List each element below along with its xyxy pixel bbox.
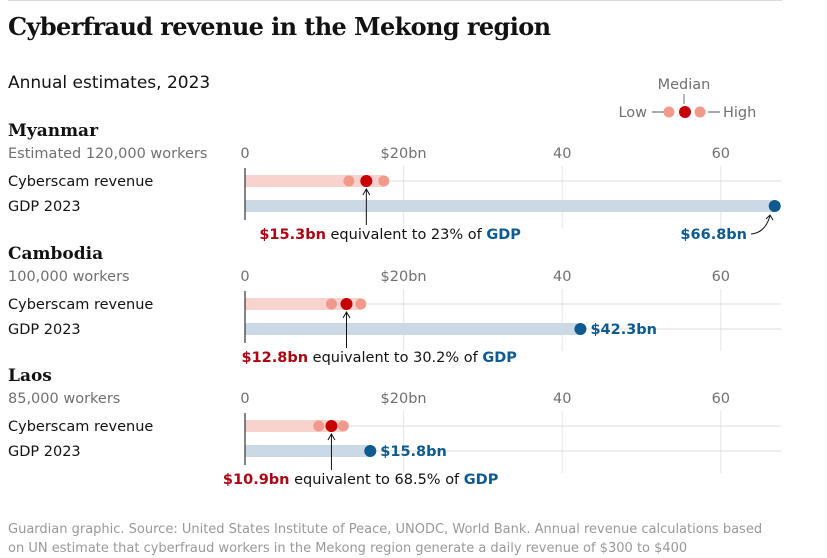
revenue-high-dot	[337, 420, 349, 432]
legend-high-dot	[694, 106, 706, 118]
country-panel-myanmar: Myanmar Estimated 120,000 workers Cybersca…	[8, 121, 781, 243]
tick-label: 60	[712, 146, 730, 162]
revenue-arrow-head	[327, 433, 336, 441]
tick-label: 60	[712, 269, 730, 285]
legend-median-label: Median	[658, 77, 711, 93]
gdp-word: GDP	[482, 350, 517, 366]
revenue-median-dot	[340, 298, 353, 310]
revenue-annotation: $15.3bn equivalent to 23% of GDP	[259, 227, 521, 243]
country-panel-cambodia: Cambodia 100,000 workers Cyberscam revenue…	[8, 244, 781, 366]
revenue-row-label: Cyberscam revenue	[8, 297, 153, 313]
gdp-dot	[574, 323, 587, 335]
legend-low-label: Low	[618, 105, 647, 121]
gdp-row-label: GDP 2023	[8, 322, 81, 338]
country-workers: 85,000 workers	[8, 391, 120, 407]
revenue-arrow-head	[362, 188, 371, 196]
revenue-low-dot	[343, 175, 355, 187]
tick-label: $20bn	[381, 391, 427, 407]
revenue-high-dot	[378, 175, 390, 187]
chart-subtitle: Annual estimates, 2023	[8, 73, 210, 93]
revenue-annotation: $12.8bn equivalent to 30.2% of GDP	[242, 350, 518, 366]
revenue-row-label: Cyberscam revenue	[8, 174, 153, 190]
tick-label: 0	[240, 269, 249, 285]
revenue-value-label: $12.8bn	[242, 350, 309, 366]
source-line-1: Guardian graphic. Source: United States …	[8, 522, 762, 537]
revenue-median-dot	[360, 175, 373, 187]
tick-label: $20bn	[381, 269, 427, 285]
country-name: Myanmar	[8, 121, 99, 141]
gdp-value-label: $66.8bn	[680, 227, 747, 243]
gdp-dot	[364, 445, 377, 457]
legend-median-dot	[679, 106, 691, 118]
gdp-dot	[768, 200, 781, 212]
gdp-bar	[245, 323, 581, 335]
country-workers: Estimated 120,000 workers	[8, 146, 207, 162]
gdp-row-label: GDP 2023	[8, 199, 81, 215]
legend: Median Low High	[618, 77, 756, 121]
legend-high-label: High	[723, 105, 756, 121]
country-name: Laos	[8, 366, 52, 386]
gdp-value-label: $42.3bn	[590, 322, 657, 338]
equivalent-text: equivalent to 23% of	[326, 227, 486, 243]
country-name: Cambodia	[8, 244, 103, 264]
tick-label: 40	[553, 391, 571, 407]
country-panels: Myanmar Estimated 120,000 workers Cybersca…	[8, 121, 781, 488]
tick-label: 60	[712, 391, 730, 407]
gdp-arrow-line	[750, 215, 771, 235]
gdp-arrow-head	[765, 214, 774, 221]
revenue-value-label: $15.3bn	[259, 227, 326, 243]
source-line-2: on UN estimate that cyberfraud workers i…	[8, 541, 687, 556]
gdp-value-label: $15.8bn	[380, 444, 447, 460]
tick-label: 0	[240, 391, 249, 407]
gdp-word: GDP	[486, 227, 521, 243]
chart-title: Cyberfraud revenue in the Mekong region	[8, 12, 551, 41]
revenue-low-dot	[325, 298, 337, 310]
revenue-arrow-head	[342, 311, 351, 319]
country-workers: 100,000 workers	[8, 269, 130, 285]
gdp-bar	[245, 200, 775, 212]
legend-low-dot	[663, 106, 675, 118]
revenue-value-label: $10.9bn	[223, 472, 290, 488]
gdp-row-label: GDP 2023	[8, 444, 81, 460]
equivalent-text: equivalent to 30.2% of	[308, 350, 482, 366]
tick-label: $20bn	[381, 146, 427, 162]
country-panel-laos: Laos 85,000 workers Cyberscam revenue GDP 2…	[8, 366, 781, 488]
revenue-annotation: $10.9bn equivalent to 68.5% of GDP	[223, 472, 499, 488]
gdp-bar	[245, 445, 371, 457]
gdp-word: GDP	[464, 472, 499, 488]
revenue-median-dot	[325, 420, 338, 432]
tick-label: 0	[240, 146, 249, 162]
equivalent-text: equivalent to 68.5% of	[290, 472, 464, 488]
revenue-high-dot	[355, 298, 367, 310]
revenue-low-dot	[313, 420, 325, 432]
tick-label: 40	[553, 269, 571, 285]
tick-label: 40	[553, 146, 571, 162]
revenue-row-label: Cyberscam revenue	[8, 419, 153, 435]
